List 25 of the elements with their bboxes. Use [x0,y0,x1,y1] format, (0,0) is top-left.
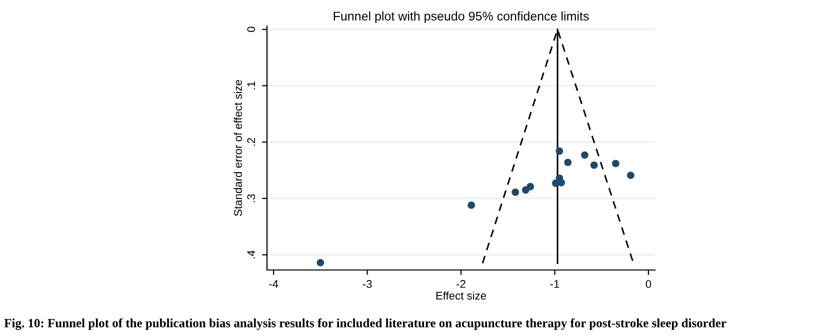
point [316,259,324,266]
x-tick-label: -3 [362,280,372,288]
x-axis-title: Effect size [436,291,486,300]
point [526,182,534,190]
x-tick-label: -4 [269,280,278,288]
point [590,162,598,169]
y-axis-title: Standard error of effect size [234,80,242,216]
point [612,160,620,168]
point [558,178,565,186]
point [512,188,520,196]
x-tick-label: -2 [456,280,466,288]
point [564,158,572,166]
x-tick-label: -1 [550,280,560,288]
y-tick-label: .2 [247,138,255,146]
point [556,147,564,155]
y-tick-label: .4 [247,250,255,258]
x-tick-label: 0 [646,280,652,288]
y-tick-label: .1 [247,82,255,90]
point [468,202,475,209]
chart-title: Funnel plot with pseudo 95% confidence limits [334,11,589,24]
point [626,172,634,180]
y-tick-label: .3 [247,194,256,202]
y-tick-label: 0 [247,26,256,32]
point [581,151,588,159]
caption: Fig. 10: Funnel plot of the publication bias analysis results for included literature on acupuncture therapy for post-stroke sleep disorder [4,318,726,330]
